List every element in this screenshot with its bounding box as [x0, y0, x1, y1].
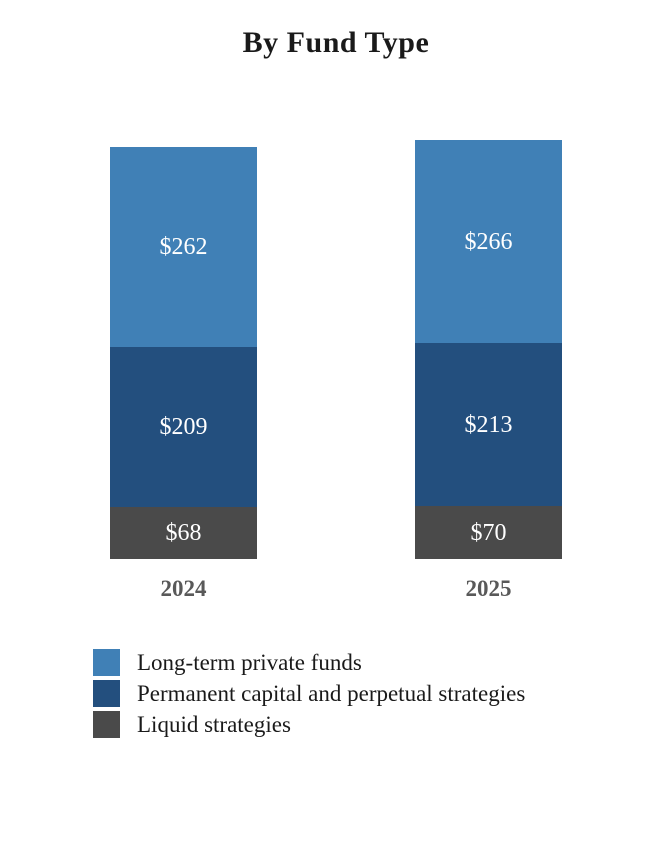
- segment-value-label: $266: [464, 228, 513, 255]
- legend-swatch-icon: [93, 711, 120, 738]
- stacked-bar-2025: $266 $213 $70: [415, 140, 562, 559]
- bar-segment: $213: [415, 343, 562, 506]
- bar-segment: $209: [110, 347, 257, 507]
- stacked-bar-2024: $262 $209 $68: [110, 147, 257, 559]
- segment-value-label: $262: [159, 234, 208, 260]
- segment-value-label: $213: [464, 411, 513, 438]
- bar-segment: $68: [110, 507, 257, 559]
- segment-value-label: $209: [159, 414, 208, 440]
- segment-value-label: $68: [165, 520, 202, 546]
- segment-value-label: $70: [470, 519, 507, 546]
- bar-segment: $70: [415, 506, 562, 559]
- x-axis-category-label: 2025: [465, 576, 512, 601]
- chart-legend: Long-term private funds Permanent capital…: [93, 649, 525, 742]
- x-axis-category-label: 2024: [160, 576, 207, 601]
- legend-item: Permanent capital and perpetual strategi…: [93, 680, 525, 707]
- bar-segment: $266: [415, 140, 562, 343]
- legend-label: Permanent capital and perpetual strategi…: [137, 680, 526, 706]
- legend-swatch-icon: [93, 680, 120, 707]
- legend-label: Long-term private funds: [137, 649, 362, 675]
- legend-swatch-icon: [93, 649, 120, 676]
- legend-item: Long-term private funds: [93, 649, 525, 676]
- chart-title: By Fund Type: [242, 26, 430, 59]
- bar-segment: $262: [110, 147, 257, 347]
- legend-label: Liquid strategies: [137, 711, 291, 737]
- legend-item: Liquid strategies: [93, 711, 525, 738]
